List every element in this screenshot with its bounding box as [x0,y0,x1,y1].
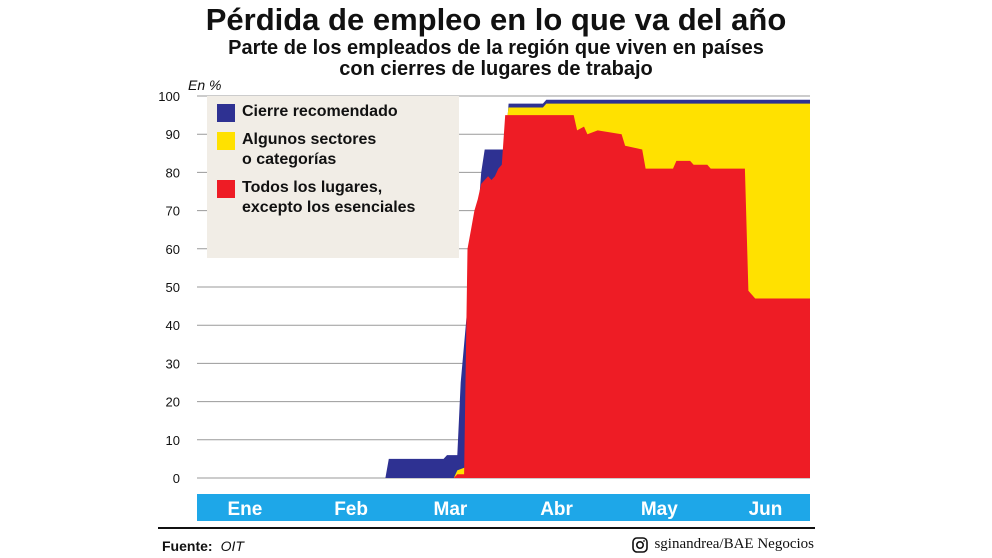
instagram-icon [632,536,649,553]
y-tick-label-0: 0 [173,471,180,486]
month-band-background [197,494,810,521]
legend-swatch-1 [217,104,235,122]
legend-item-2: Algunos sectores o categorías [217,130,459,170]
legend-item-1: Cierre recomendado [217,102,459,122]
month-band: Ene Feb Mar Abr May Jun [197,494,810,521]
month-label-mar: Mar [434,499,468,520]
legend: Cierre recomendado Algunos sectores o cate… [207,96,459,258]
series-area-3 [197,115,810,478]
source-value: OIT [220,538,244,554]
month-label-may: May [641,499,678,520]
chart-subtitle: Parte de los empleados de la región que … [150,38,842,80]
credit-text: sginandrea/BAE Negocios [654,536,814,552]
legend-swatch-2 [217,132,235,150]
source-label: Fuente: [162,538,213,554]
y-tick-label-30: 30 [166,356,180,371]
chart-title: Pérdida de empleo en lo que va del año [205,2,787,37]
credit-note: sginandrea/BAE Negocios [632,536,814,553]
legend-item-3: Todos los lugares, excepto los esenciales [217,178,459,218]
legend-label-1: Cierre recomendado [242,103,398,120]
legend-label-3: Todos los lugares, excepto los esenciales [242,179,416,216]
y-tick-label-70: 70 [166,204,180,219]
month-label-feb: Feb [334,499,368,520]
footer-divider [158,527,815,529]
y-tick-label-80: 80 [166,165,180,180]
chart-subtitle-line-1: Parte de los empleados de la región que … [228,37,764,59]
y-tick-label-60: 60 [166,242,180,257]
y-tick-label-50: 50 [166,280,180,295]
source-note: Fuente: OIT [162,538,244,554]
y-tick-label-100: 100 [158,89,180,104]
legend-swatch-3 [217,180,235,198]
y-axis: 0 10 20 30 40 50 60 70 80 90 100 [158,89,180,486]
y-tick-label-40: 40 [166,318,180,333]
y-tick-label-10: 10 [166,433,180,448]
legend-label-2: Algunos sectores o categorías [242,131,377,168]
month-label-jun: Jun [749,499,783,520]
y-tick-label-20: 20 [166,395,180,410]
month-label-ene: Ene [228,499,263,520]
y-axis-label: En % [188,77,221,93]
series-areas [197,99,810,479]
chart-subtitle-line-2: con cierres de lugares de trabajo [339,58,653,80]
y-tick-label-90: 90 [166,127,180,142]
month-label-abr: Abr [540,499,573,520]
